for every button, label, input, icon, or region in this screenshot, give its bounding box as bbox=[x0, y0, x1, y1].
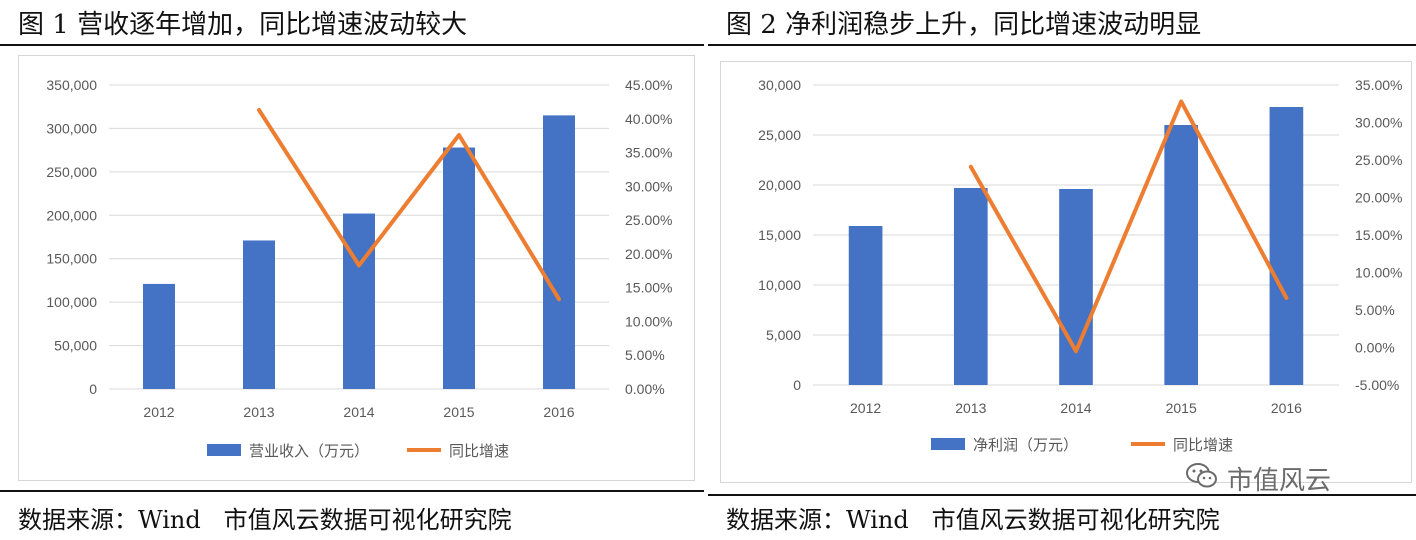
x-tick-label: 2013 bbox=[243, 404, 274, 420]
y-right-tick-label: 0.00% bbox=[1355, 340, 1395, 356]
legend-label-bar: 净利润（万元） bbox=[973, 437, 1078, 454]
y-left-tick-label: 250,000 bbox=[46, 164, 97, 180]
y-right-tick-label: 10.00% bbox=[1355, 265, 1402, 281]
y-left-tick-label: 0 bbox=[793, 377, 801, 393]
y-right-tick-label: 45.00% bbox=[625, 77, 672, 93]
wechat-icon bbox=[1185, 461, 1219, 495]
y-left-tick-label: 300,000 bbox=[46, 120, 97, 136]
x-tick-label: 2012 bbox=[143, 404, 174, 420]
y-right-tick-label: 35.00% bbox=[1355, 77, 1402, 93]
bar-2013 bbox=[953, 188, 988, 385]
bar-2015 bbox=[443, 147, 475, 389]
x-tick-label: 2015 bbox=[1166, 400, 1197, 416]
legend-swatch-bar bbox=[931, 438, 965, 450]
figure-1-panel: 图 1 营收逐年增加，同比增速波动较大 0 50,000 100,000 150,00… bbox=[0, 0, 704, 540]
y-left-tick-label: 200,000 bbox=[46, 207, 97, 223]
y-right-tick-label: 30.00% bbox=[1355, 115, 1402, 131]
watermark-text: 市值风云 bbox=[1227, 465, 1332, 496]
y-left-tick-label: 50,000 bbox=[54, 338, 97, 354]
y-right-tick-label: 35.00% bbox=[625, 145, 672, 161]
y-left-tick-label: 5,000 bbox=[766, 327, 801, 343]
figure-2-panel: 图 2 净利润稳步上升，同比增速波动明显 0 5,000 10,000 15,000 2… bbox=[708, 0, 1416, 540]
chart-area: 0 50,000 100,000 150,000 200,000 250,000 300,0… bbox=[18, 55, 695, 481]
y-right-tick-label: 20.00% bbox=[625, 246, 672, 262]
x-tick-label: 2012 bbox=[850, 400, 881, 416]
y-right-tick-label: 30.00% bbox=[625, 178, 672, 194]
y-right-tick-label: 5.00% bbox=[625, 347, 665, 363]
bar-2012 bbox=[143, 283, 175, 389]
legend-label-line: 同比增速 bbox=[449, 443, 509, 460]
y-left-tick-label: 20,000 bbox=[758, 177, 801, 193]
x-tick-label: 2016 bbox=[543, 404, 574, 420]
y-left-tick-label: 30,000 bbox=[758, 77, 801, 93]
y-left-tick-label: 10,000 bbox=[758, 277, 801, 293]
source-rule bbox=[0, 490, 704, 492]
y-left-tick-label: 350,000 bbox=[46, 77, 97, 93]
y-right-tick-label: 10.00% bbox=[625, 313, 672, 329]
y-right-tick-label: 15.00% bbox=[1355, 227, 1402, 243]
y-right-tick-label: 0.00% bbox=[625, 381, 665, 397]
y-left-tick-label: 150,000 bbox=[46, 251, 97, 267]
growth-line bbox=[968, 99, 1289, 354]
bar-2014 bbox=[1059, 189, 1093, 385]
data-source: 数据来源：Wind 市值风云数据可视化研究院 bbox=[18, 506, 512, 534]
legend-swatch-bar bbox=[207, 444, 241, 456]
bar-2014 bbox=[343, 213, 375, 389]
x-tick-label: 2013 bbox=[955, 400, 986, 416]
bar-2015 bbox=[1164, 125, 1199, 385]
x-tick-label: 2014 bbox=[343, 404, 374, 420]
growth-line bbox=[257, 107, 561, 302]
y-right-tick-label: -5.00% bbox=[1355, 377, 1399, 393]
y-left-tick-label: 0 bbox=[89, 381, 97, 397]
y-right-tick-label: 5.00% bbox=[1355, 302, 1395, 318]
y-left-tick-label: 15,000 bbox=[758, 227, 801, 243]
figure-title: 图 1 营收逐年增加，同比增速波动较大 bbox=[18, 10, 468, 40]
legend-label-bar: 营业收入（万元） bbox=[249, 443, 369, 460]
title-underline bbox=[0, 44, 704, 46]
watermark: 市值风云 bbox=[1185, 458, 1331, 498]
net-profit-chart: 0 5,000 10,000 15,000 20,000 25,000 30,000 -5.0… bbox=[758, 77, 1402, 454]
bar-2012 bbox=[848, 226, 883, 385]
y-right-tick-label: 40.00% bbox=[625, 111, 672, 127]
figure-title: 图 2 净利润稳步上升，同比增速波动明显 bbox=[726, 10, 1202, 40]
y-right-tick-label: 25.00% bbox=[1355, 152, 1402, 168]
revenue-chart: 0 50,000 100,000 150,000 200,000 250,000 300,0… bbox=[46, 77, 672, 460]
chart-area: 0 5,000 10,000 15,000 20,000 25,000 30,000 -5.0… bbox=[720, 61, 1412, 483]
bar-2013 bbox=[243, 240, 275, 389]
data-source: 数据来源：Wind 市值风云数据可视化研究院 bbox=[726, 506, 1220, 534]
legend-label-line: 同比增速 bbox=[1173, 437, 1233, 454]
y-left-tick-label: 25,000 bbox=[758, 127, 801, 143]
x-tick-label: 2014 bbox=[1060, 400, 1091, 416]
title-underline bbox=[708, 44, 1416, 46]
y-right-tick-label: 25.00% bbox=[625, 212, 672, 228]
source-rule bbox=[708, 494, 1416, 496]
bar-2016 bbox=[1269, 107, 1304, 385]
x-tick-label: 2015 bbox=[443, 404, 474, 420]
y-right-tick-label: 20.00% bbox=[1355, 190, 1402, 206]
x-tick-label: 2016 bbox=[1271, 400, 1302, 416]
y-left-tick-label: 100,000 bbox=[46, 294, 97, 310]
y-right-tick-label: 15.00% bbox=[625, 280, 672, 296]
bar-2016 bbox=[543, 115, 575, 390]
